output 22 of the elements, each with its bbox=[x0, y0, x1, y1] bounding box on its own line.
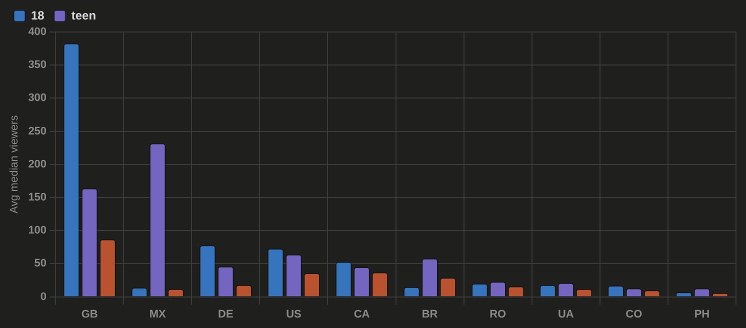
y-tick-label: 100 bbox=[28, 224, 47, 237]
y-tick-label: 50 bbox=[34, 258, 47, 270]
x-tick-label: CA bbox=[354, 308, 370, 320]
x-tick-label: PH bbox=[694, 308, 710, 320]
y-tick-label: 250 bbox=[28, 125, 47, 138]
legend-label: 18 bbox=[31, 8, 45, 22]
x-tick-label: UA bbox=[558, 308, 574, 320]
y-tick-label: 150 bbox=[28, 192, 47, 204]
y-tick-label: 0 bbox=[40, 290, 47, 303]
x-tick-label: US bbox=[286, 308, 302, 320]
x-tick-label: CO bbox=[626, 308, 643, 320]
x-tick-label: DE bbox=[218, 308, 234, 320]
x-tick-label: RO bbox=[490, 308, 507, 320]
y-tick-label: 300 bbox=[28, 92, 47, 104]
y-tick-label: 400 bbox=[28, 26, 47, 38]
y-tick-label: 200 bbox=[28, 158, 47, 170]
y-axis-title: Avg median viewers bbox=[8, 114, 21, 214]
x-tick-label: MX bbox=[149, 308, 167, 320]
y-tick-label: 350 bbox=[28, 59, 47, 72]
legend-label: teen bbox=[71, 8, 96, 22]
x-tick-label: GB bbox=[81, 308, 98, 320]
x-tick-label: BR bbox=[422, 308, 438, 320]
